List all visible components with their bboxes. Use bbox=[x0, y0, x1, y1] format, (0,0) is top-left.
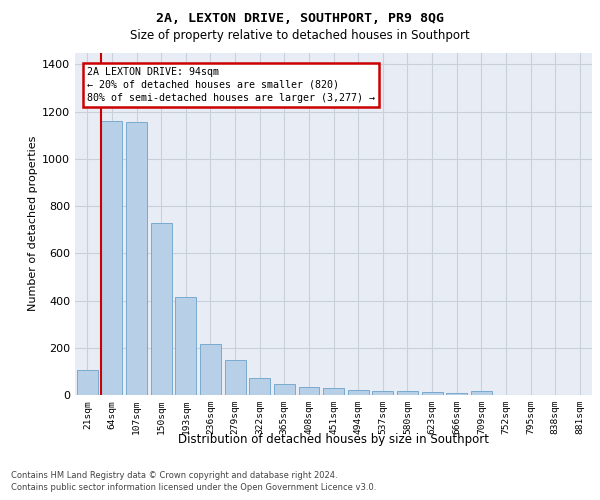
Bar bbox=[422, 392, 443, 395]
Bar bbox=[471, 392, 492, 395]
Text: Contains public sector information licensed under the Open Government Licence v3: Contains public sector information licen… bbox=[11, 484, 376, 492]
Text: Contains HM Land Registry data © Crown copyright and database right 2024.: Contains HM Land Registry data © Crown c… bbox=[11, 471, 337, 480]
Text: Size of property relative to detached houses in Southport: Size of property relative to detached ho… bbox=[130, 29, 470, 42]
Bar bbox=[446, 393, 467, 395]
Bar bbox=[348, 390, 368, 395]
Bar bbox=[175, 297, 196, 395]
Text: 2A, LEXTON DRIVE, SOUTHPORT, PR9 8QG: 2A, LEXTON DRIVE, SOUTHPORT, PR9 8QG bbox=[156, 12, 444, 24]
Y-axis label: Number of detached properties: Number of detached properties bbox=[28, 136, 38, 312]
Bar bbox=[101, 121, 122, 395]
Bar bbox=[200, 344, 221, 395]
Text: 2A LEXTON DRIVE: 94sqm
← 20% of detached houses are smaller (820)
80% of semi-de: 2A LEXTON DRIVE: 94sqm ← 20% of detached… bbox=[88, 66, 376, 103]
Bar bbox=[224, 360, 245, 395]
Text: Distribution of detached houses by size in Southport: Distribution of detached houses by size … bbox=[178, 432, 489, 446]
Bar bbox=[299, 388, 319, 395]
Bar bbox=[323, 388, 344, 395]
Bar bbox=[151, 222, 172, 395]
Bar bbox=[373, 392, 394, 395]
Bar bbox=[397, 392, 418, 395]
Bar bbox=[274, 384, 295, 395]
Bar bbox=[249, 378, 270, 395]
Bar bbox=[77, 370, 98, 395]
Bar bbox=[126, 122, 147, 395]
